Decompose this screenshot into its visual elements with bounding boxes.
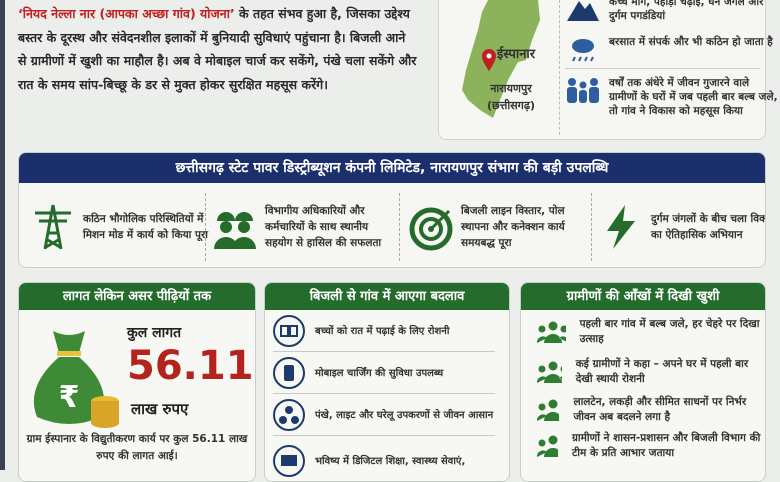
workers-icon [214, 211, 256, 249]
happiness-item: ग्रामीणों ने शासन-प्रशासन और बिजली विभाग… [537, 431, 765, 461]
cost-title: लागत लेकिन असर पीढ़ियों तक [19, 283, 255, 310]
mountain-icon [567, 1, 599, 21]
intro-text: के तहत संभव हुआ है, जिसका उद्देश्य बस्तर… [18, 6, 417, 92]
coins-icon [91, 396, 119, 428]
achievements-banner: छत्तीसगढ़ स्टेट पावर डिस्ट्रीब्यूशन कंपन… [18, 152, 766, 268]
change-item: बच्चों को रात में पढ़ाई के लिए रोशनी [273, 315, 495, 352]
target-icon [409, 207, 453, 250]
svg-text:₹: ₹ [59, 380, 80, 415]
change-item: मोबाइल चार्जिंग की सुविधा उपलब्ध [273, 357, 495, 394]
power-tower-icon [35, 204, 71, 249]
cost-unit: लाख रुपए [131, 400, 189, 418]
change-card: बिजली से गांव में आएगा बदलाव बच्चों को र… [264, 282, 510, 482]
fan-icon [273, 399, 305, 431]
village-name: ईस्पानार [497, 47, 536, 62]
happiness-item: पहली बार गांव में बल्ब जले, हर चेहरे पर … [537, 317, 765, 347]
district-label: नारायणपुर (छत्तीसगढ़) [487, 82, 536, 112]
cost-card: लागत लेकिन असर पीढ़ियों तक ₹ कुल लागत 56… [18, 282, 256, 482]
feature-item: बरसात में संपर्क और भी कठिन हो जाता है [565, 35, 773, 65]
chhattisgarh-map [462, 0, 540, 118]
money-bag-icon: ₹ [33, 331, 119, 428]
people-icon [567, 78, 599, 103]
happiness-card: ग्रामीणों की आँखों में दिखी खुशी पहली बा… [520, 282, 766, 482]
intro-paragraph: ‘नियद नेल्ला नार (आपका अच्छा गांव) योजना… [18, 2, 418, 96]
change-item: पंखे, लाइट और घरेलू उपकरणों से जीवन आसान [273, 399, 495, 436]
group-icon [537, 435, 558, 457]
divider [565, 68, 760, 69]
group-icon [537, 361, 562, 383]
banner-title: छत्तीसगढ़ स्टेट पावर डिस्ट्रीब्यूशन कंपन… [19, 153, 765, 183]
happiness-item: कई ग्रामीणों ने कहा – अपने घर में पहली ब… [537, 357, 765, 387]
change-item: भविष्य में डिजिटल शिक्षा, स्वास्थ्य सेवा… [273, 445, 495, 481]
location-pin-icon [482, 49, 496, 72]
achievement-item: दुर्गम जंगलों के बीच चला विकास का ऐतिहास… [599, 189, 765, 264]
monitor-icon [273, 445, 305, 477]
cost-note: ग्राम ईस्पानार के विद्युतीकरण कार्य पर क… [26, 433, 248, 462]
book-icon [273, 315, 305, 347]
group-icon [537, 321, 566, 343]
feature-item: वर्षों तक अंधेरे में जीवन गुजारने वाले ग… [565, 76, 780, 118]
change-title: बिजली से गांव में आएगा बदलाव [265, 283, 509, 310]
group-icon [537, 399, 560, 421]
achievement-item: कठिन भौगोलिक परिस्थितियों में मिशन मोड म… [31, 189, 216, 264]
scheme-name: ‘नियद नेल्ला नार (आपका अच्छा गांव) योजना… [18, 6, 235, 21]
happiness-item: लालटेन, लकड़ी और सीमित साधनों पर निर्भर … [537, 395, 765, 425]
achievement-item: विभागीय अधिकारियों और कर्मचारियों के साथ… [213, 189, 398, 264]
achievement-item: बिजली लाइन विस्तार, पोल स्थापना और कनेक्… [409, 189, 594, 264]
happiness-title: ग्रामीणों की आँखों में दिखी खुशी [521, 283, 765, 310]
cost-value: 56.11 [127, 343, 254, 389]
lightning-icon [607, 204, 635, 249]
mobile-icon [273, 357, 305, 389]
feature-item: कच्चे मार्ग, पहाड़ी चढ़ाई, घने जंगल और द… [565, 0, 780, 25]
cost-label: कुल लागत [127, 325, 182, 341]
divider [559, 0, 560, 135]
left-edge [0, 0, 5, 470]
rain-cloud-icon [572, 39, 594, 62]
